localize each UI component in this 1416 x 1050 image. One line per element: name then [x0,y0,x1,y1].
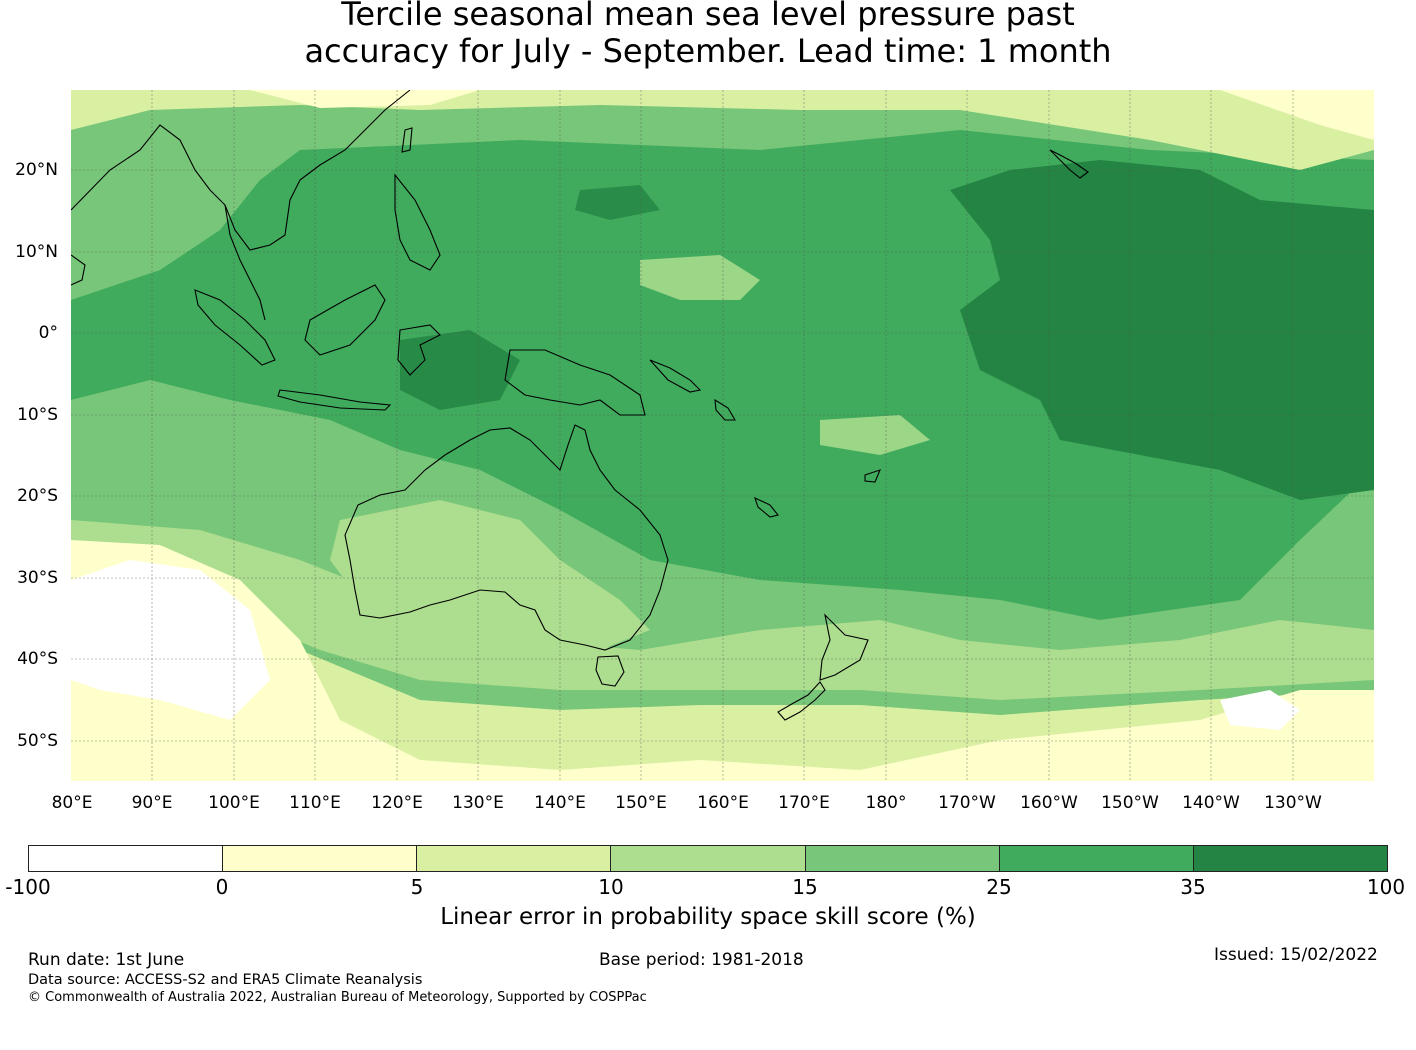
colorbar-segment-6 [1193,846,1387,871]
issued-date: Issued: 15/02/2022 [1214,945,1378,965]
lon-label-180: 180° [865,793,907,813]
colorbar-tick-35: 35 [1180,875,1206,899]
lon-label-150e: 150°E [615,793,667,813]
skill-region-5-10-south [71,560,1374,781]
skill-region-5-10-north [71,90,1374,170]
graticule [71,90,1374,781]
colorbar-segment-0 [29,846,224,871]
coast-java [277,389,392,411]
coast-tasmania [595,655,625,687]
skill-region-0-5-northeast [1220,90,1374,140]
lat-label-50s: 50°S [17,731,58,751]
coast-new-zealand-north [819,613,869,681]
coastlines [71,90,1089,721]
copyright: © Commonwealth of Australia 2022, Austra… [28,990,647,1005]
lon-label-130w: 130°W [1264,793,1322,813]
lon-label-110e: 110°E [289,793,341,813]
coast-philippines [394,173,441,271]
skill-region-35-100-indonesia [400,330,520,410]
skill-region-0-5-northwest [250,90,480,108]
run-date: Run date: 1st June [28,950,185,970]
colorbar-segment-2 [417,846,612,871]
coast-sulawesi [397,324,441,376]
map-title-line1: Tercile seasonal mean sea level pressure… [341,0,1075,33]
lon-label-120e: 120°E [371,793,423,813]
lat-label-10s: 10°S [17,405,58,425]
lon-label-150w: 150°W [1101,793,1159,813]
lat-label-30s: 30°S [17,568,58,588]
data-source: Data source: ACCESS-S2 and ERA5 Climate … [28,972,423,988]
lon-label-100e: 100°E [208,793,260,813]
colorbar-tick-0: 0 [215,875,229,899]
coast-malay-peninsula [224,204,266,321]
skill-region-negative-southeast [1220,690,1300,730]
colorbar-segment-1 [223,846,418,871]
lon-label-130e: 130°E [452,793,504,813]
lat-label-40s: 40°S [17,649,58,669]
lat-label-0: 0° [38,323,58,343]
coast-new-guinea [504,349,646,416]
skill-region-10-15-pacific [640,255,760,300]
skill-region-0-5-south [71,540,1374,781]
skill-region-10-15-coral [820,415,930,455]
lon-label-170w: 170°W [938,793,996,813]
coast-fiji [864,469,881,483]
lat-label-20s: 20°S [17,486,58,506]
lon-label-140w: 140°W [1182,793,1240,813]
lat-label-10n: 10°N [15,242,58,262]
colorbar-segment-4 [805,846,1000,871]
colorbar-segment-5 [999,846,1194,871]
colorbar-label: Linear error in probability space skill … [440,904,976,930]
lon-label-80e: 80°E [51,793,93,813]
colorbar [28,845,1388,872]
colorbar-tick-10: 10 [598,875,624,899]
coast-solomons [649,359,702,393]
coast-australia [344,424,669,651]
lon-label-90e: 90°E [131,793,173,813]
skill-score-map [71,90,1374,781]
lon-label-140e: 140°E [534,793,586,813]
skill-region-35-100-north [575,185,660,220]
coast-hawaii [1049,149,1089,179]
colorbar-tick-25: 25 [986,875,1012,899]
colorbar-tick-100: 100 [1366,875,1406,899]
lon-label-160w: 160°W [1020,793,1078,813]
lon-label-160e: 160°E [697,793,749,813]
colorbar-tick-5: 5 [410,875,424,899]
coast-asia [71,90,411,251]
base-period: Base period: 1981-2018 [599,950,804,970]
colorbar-segment-3 [611,846,806,871]
coast-sumatra [194,289,276,366]
coast-borneo [304,284,386,356]
coast-taiwan [401,127,413,153]
skill-region-negative-southwest [71,560,270,720]
coast-new-zealand-south [777,681,826,721]
coast-new-caledonia [754,496,779,518]
colorbar-tick-15: 15 [792,875,818,899]
lon-label-170e: 170°E [778,793,830,813]
coast-sri-lanka [71,254,86,286]
lat-label-20n: 20°N [15,160,58,180]
coast-vanuatu [714,398,736,421]
colorbar-tick-minus100: -100 [5,875,51,899]
map-title-line2: accuracy for July - September. Lead time… [304,32,1112,70]
